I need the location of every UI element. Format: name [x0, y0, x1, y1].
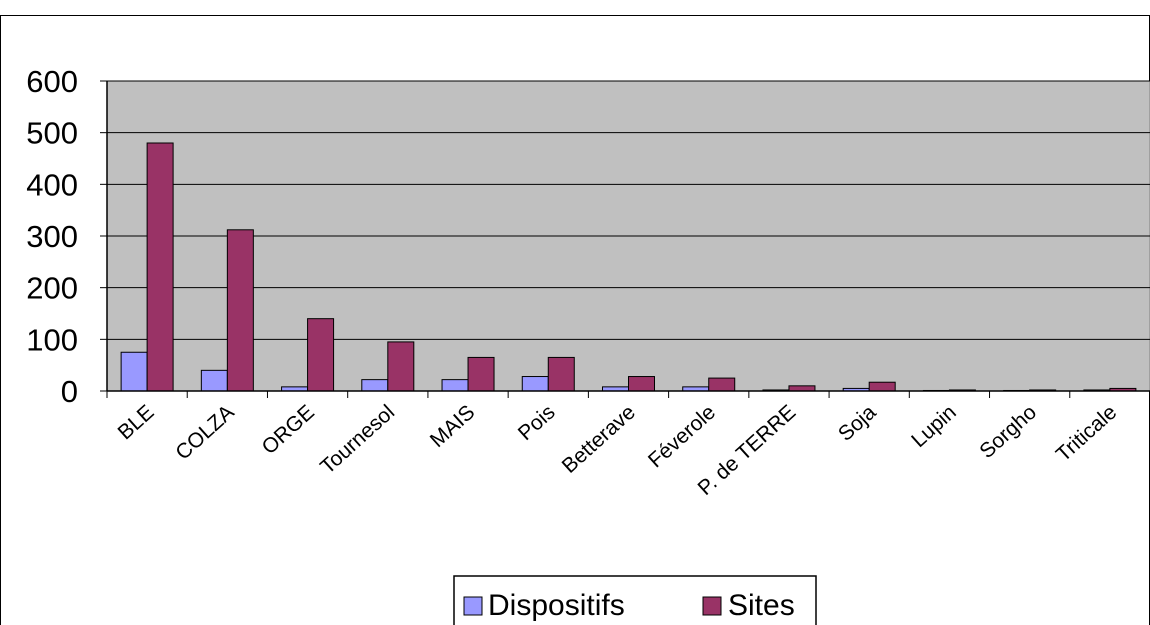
bar-sites-2: [307, 318, 335, 392]
gridlines: [107, 80, 1150, 340]
y-tick-label: 300: [26, 219, 78, 254]
legend-label-dispositifs: Dispositifs: [488, 589, 625, 622]
y-tick-label: 0: [61, 374, 78, 409]
bars: [120, 142, 1137, 392]
bar-dispositifs-0: [120, 351, 148, 392]
legend: Dispositifs Sites: [453, 575, 817, 625]
bar-sites-1: [226, 229, 254, 392]
bar-sites-5: [547, 356, 575, 392]
axes: [100, 80, 1150, 398]
bar-dispositifs-3: [361, 379, 389, 392]
bar-sites-6: [628, 376, 655, 392]
bar-dispositifs-1: [200, 369, 228, 392]
y-tick-label: 200: [26, 271, 78, 306]
bar-sites-8: [788, 385, 816, 392]
bar-dispositifs-5: [521, 376, 549, 392]
legend-swatch-sites: [702, 596, 722, 616]
bar-dispositifs-4: [441, 379, 469, 392]
bar-sites-4: [467, 356, 495, 392]
bar-sites-0: [146, 142, 174, 392]
y-tick-label: 400: [26, 167, 78, 202]
y-tick-label: 500: [26, 116, 78, 151]
y-tick-labels: 0 100 200 300 400 500 600: [26, 64, 78, 409]
bar-sites-7: [708, 377, 736, 392]
y-tick-label: 600: [26, 64, 78, 99]
bar-sites-9: [868, 381, 896, 392]
legend-box: [453, 575, 817, 625]
legend-swatch-dispositifs: [463, 596, 483, 616]
bar-sites-3: [387, 341, 415, 392]
y-tick-label: 100: [26, 322, 78, 357]
legend-label-sites: Sites: [728, 589, 795, 622]
